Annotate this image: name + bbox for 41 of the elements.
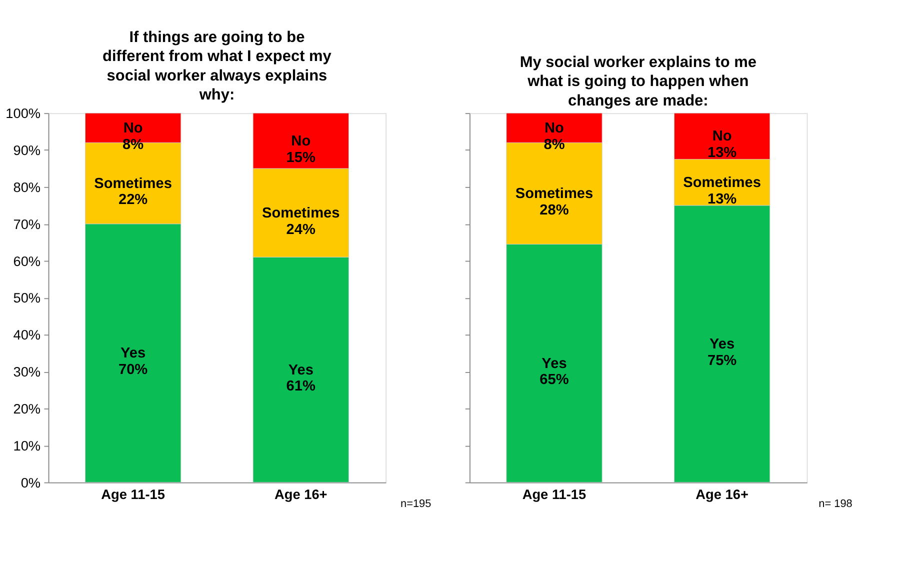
- data-label: 70%: [118, 362, 148, 378]
- chart-title: My social worker explains to me what is going to happen when changes are made:: [520, 54, 757, 110]
- series-label: Yes: [542, 356, 567, 372]
- x-tick-label: Age 16+: [274, 487, 328, 502]
- y-tick-label: 30%: [13, 364, 41, 380]
- x-tick-label: Age 11-15: [101, 487, 166, 502]
- x-tick-label: Age 11-15: [522, 487, 587, 502]
- data-label: 75%: [707, 352, 737, 369]
- y-tick-label: 50%: [13, 290, 41, 306]
- text: Yes: [709, 336, 735, 352]
- text: Sometimes: [262, 205, 340, 222]
- text: No: [291, 133, 311, 150]
- y-tick-label: 60%: [13, 254, 41, 269]
- text: Yes: [288, 362, 314, 378]
- series-label: Yes: [120, 346, 146, 362]
- data-label: 61%: [286, 378, 316, 395]
- text: No: [712, 128, 732, 145]
- data-label: 28%: [540, 202, 569, 218]
- y-tick-label: 40%: [13, 328, 41, 343]
- data-label: 15%: [286, 150, 316, 166]
- text: Sometimes: [515, 186, 594, 202]
- series-label: No: [123, 120, 143, 136]
- y-tick-label: 10%: [13, 438, 41, 454]
- data-label: 13%: [707, 191, 737, 208]
- data-label: 22%: [118, 192, 148, 208]
- text: n= 198: [818, 498, 852, 510]
- data-label: 13%: [707, 145, 737, 162]
- y-tick-label: 70%: [13, 216, 41, 232]
- series-label: No: [544, 120, 564, 136]
- x-tick-label: Age 16+: [696, 487, 748, 502]
- chart-title: If things are going to be different from what I expect my social worker always explains why:: [102, 29, 332, 104]
- y-tick-label: 80%: [13, 180, 41, 195]
- data-label: 65%: [540, 372, 569, 388]
- y-tick-label: 0%: [20, 475, 41, 490]
- y-tick-label: 20%: [13, 401, 41, 416]
- y-tick-label: 90%: [13, 143, 41, 158]
- series-label: Sometimes: [94, 176, 172, 192]
- text: n=195: [400, 498, 432, 510]
- data-label: 24%: [286, 222, 316, 238]
- series-label: Sometimes: [683, 174, 761, 191]
- y-tick-label: 100%: [6, 106, 41, 122]
